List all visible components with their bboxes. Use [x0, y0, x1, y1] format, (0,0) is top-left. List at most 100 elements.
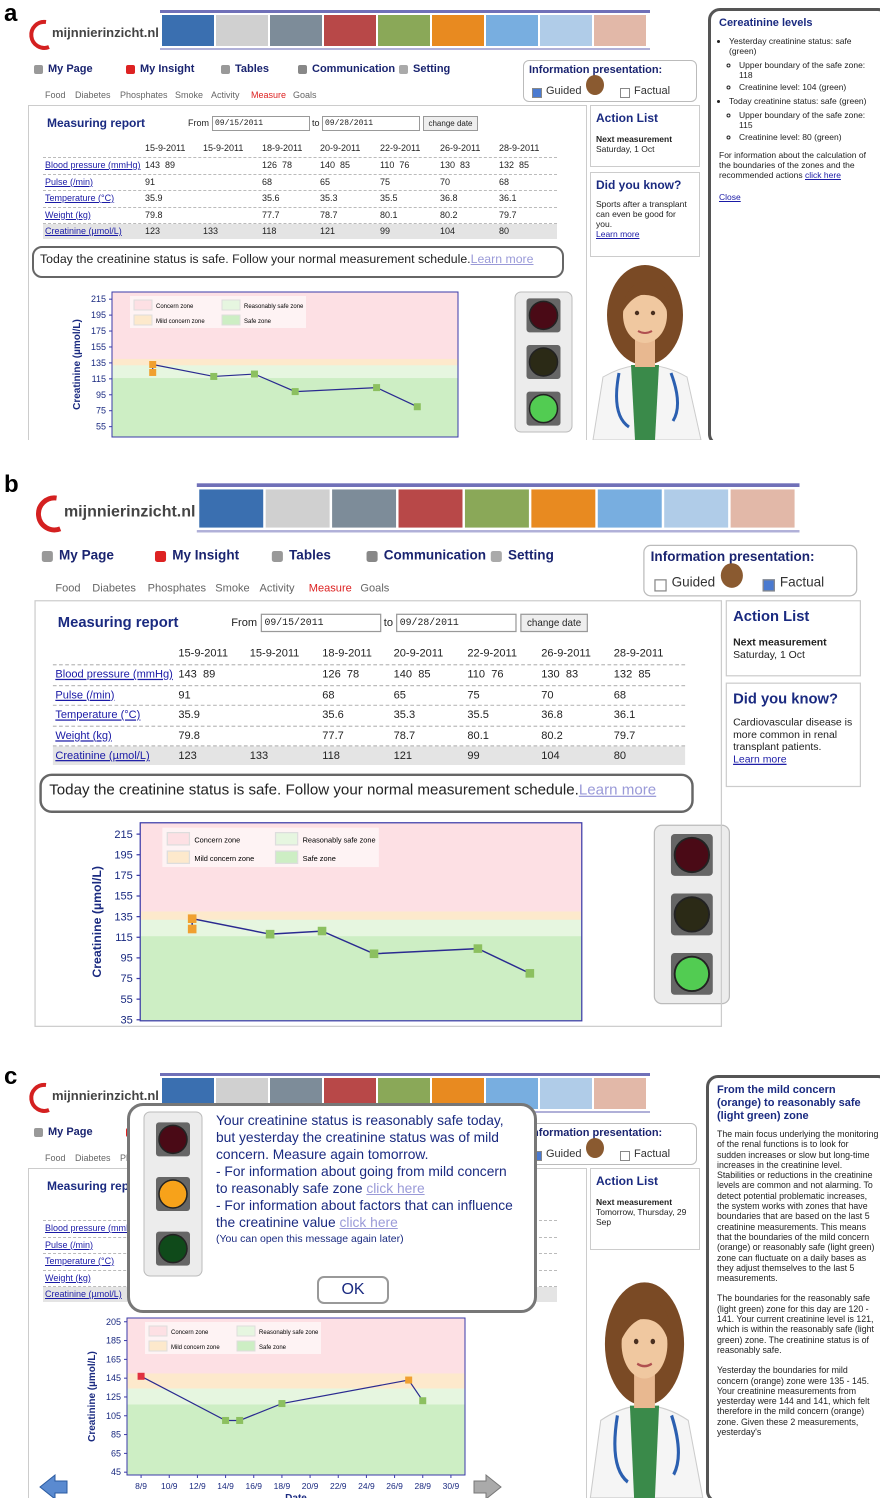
bubble-paragraph: Yesterday the boundaries for mild concer…	[717, 1365, 879, 1437]
subnav-item[interactable]: Smoke	[215, 582, 249, 594]
table-cell: 80.2	[541, 729, 563, 741]
change-date-button[interactable]: change date	[520, 614, 588, 632]
checkbox[interactable]	[763, 579, 775, 591]
checkbox[interactable]	[532, 88, 542, 98]
row-label[interactable]: Weight (kg)	[45, 210, 91, 220]
nav-item[interactable]: My Page	[48, 63, 93, 75]
row-label[interactable]: Blood pressure (mmHg)	[45, 160, 141, 170]
row-label[interactable]: Weight (kg)	[45, 1273, 91, 1283]
row-label[interactable]: Temperature (°C)	[45, 193, 114, 203]
option-label[interactable]: Guided	[546, 1148, 581, 1160]
message-link[interactable]: Learn more	[471, 252, 534, 266]
table-cell: 110 76	[467, 668, 503, 680]
column-header: 15-9-2011	[178, 647, 228, 659]
subnav-item[interactable]: Food	[45, 1153, 66, 1163]
row-separator	[43, 223, 557, 224]
tip-text: Cardiovascular disease is more common in…	[733, 716, 854, 753]
banner-photo	[324, 15, 376, 46]
banner-photo	[216, 15, 268, 46]
nav-item[interactable]: Setting	[508, 548, 554, 563]
option-label[interactable]: Factual	[634, 1148, 670, 1160]
date-input[interactable]: 09/28/2011	[322, 116, 420, 131]
table-cell: 70	[440, 177, 450, 187]
popup-link[interactable]: click here	[340, 1215, 398, 1230]
nav-item[interactable]: My Insight	[140, 63, 194, 75]
panel-letter: a	[4, 0, 17, 28]
row-label[interactable]: Temperature (°C)	[55, 708, 140, 720]
subnav-item[interactable]: Activity	[260, 582, 295, 594]
date-input[interactable]: 09/15/2011	[212, 116, 310, 131]
row-separator	[43, 190, 557, 191]
table-cell: 35.6	[322, 708, 344, 720]
panel-letter: c	[4, 1063, 17, 1091]
tip-link[interactable]: Learn more	[733, 753, 854, 765]
row-label[interactable]: Weight (kg)	[55, 729, 111, 741]
table-cell: 35.9	[145, 193, 163, 203]
nav-item[interactable]: Communication	[384, 548, 486, 563]
table-cell: 36.8	[541, 708, 563, 720]
table-cell: 79.8	[145, 210, 163, 220]
row-separator	[53, 664, 685, 665]
message-link[interactable]: Learn more	[579, 781, 656, 798]
nav-item[interactable]: Tables	[235, 63, 269, 75]
bubble-note-link[interactable]: click here	[805, 170, 841, 180]
banner-photo	[399, 489, 463, 527]
table-cell: 35.3	[394, 708, 416, 720]
row-label[interactable]: Pulse (/min)	[45, 177, 93, 187]
logo: mijnnierinzicht.nl	[64, 502, 195, 520]
subnav-item[interactable]: Phosphates	[148, 582, 206, 594]
checkbox[interactable]	[620, 1151, 630, 1161]
subnav-item[interactable]: Measure	[309, 582, 352, 594]
ok-button[interactable]: OK	[317, 1276, 389, 1304]
option-label[interactable]: Factual	[780, 576, 824, 591]
nav-item[interactable]: Tables	[289, 548, 331, 563]
change-date-button[interactable]: change date	[423, 116, 478, 131]
row-label[interactable]: Creatinine (µmol/L)	[45, 1289, 122, 1299]
subnav-item[interactable]: Food	[55, 582, 80, 594]
info-presentation: Information presentation:GuidedFactual	[523, 60, 697, 102]
table-cell: 80	[614, 749, 626, 761]
subnav-item[interactable]: Goals	[360, 582, 389, 594]
avatar-icon	[721, 563, 743, 588]
subnav-item[interactable]: Food	[45, 90, 66, 100]
nav-item[interactable]: Setting	[413, 63, 450, 75]
date-input[interactable]: 09/28/2011	[396, 614, 517, 632]
row-label[interactable]: Pulse (/min)	[55, 688, 114, 700]
popup-link[interactable]: click here	[366, 1181, 424, 1196]
nav-item[interactable]: My Page	[59, 548, 114, 563]
info-title: Information presentation:	[651, 550, 815, 565]
subnav-item[interactable]: Diabetes	[92, 582, 136, 594]
option-label[interactable]: Guided	[546, 85, 581, 97]
header-rule	[197, 530, 800, 532]
subnav-item[interactable]: Activity	[211, 90, 240, 100]
subnav-item[interactable]: Smoke	[175, 90, 203, 100]
column-header: 20-9-2011	[394, 647, 444, 659]
date-input[interactable]: 09/15/2011	[261, 614, 382, 632]
next-label: Next measurement	[733, 636, 854, 648]
row-label[interactable]: Creatinine (µmol/L)	[55, 749, 149, 761]
subnav-item[interactable]: Phosphates	[120, 90, 168, 100]
row-label[interactable]: Pulse (/min)	[45, 1240, 93, 1250]
row-label[interactable]: Creatinine (µmol/L)	[45, 226, 122, 236]
row-label[interactable]: Blood pressure (mmHg)	[55, 668, 173, 680]
tip-link[interactable]: Learn more	[596, 229, 694, 239]
subnav-item[interactable]: Measure	[251, 90, 286, 100]
bubble-note: For information about the calculation of…	[719, 150, 879, 180]
nav-item[interactable]: My Insight	[172, 548, 239, 563]
close-link[interactable]: Close	[719, 192, 879, 202]
option-label[interactable]: Guided	[672, 576, 716, 591]
panel-content: Concern zoneMild concern zoneReasonably …	[0, 0, 880, 440]
checkbox[interactable]	[620, 88, 630, 98]
checkbox[interactable]	[654, 579, 666, 591]
row-label[interactable]: Temperature (°C)	[45, 1256, 114, 1266]
banner-photo	[486, 15, 538, 46]
subnav-item[interactable]: Diabetes	[75, 1153, 111, 1163]
table-cell: 78.7	[320, 210, 338, 220]
subnav-item[interactable]: Goals	[293, 90, 317, 100]
nav-item[interactable]: My Page	[48, 1126, 93, 1138]
subnav-item[interactable]: Diabetes	[75, 90, 111, 100]
banner-photo	[594, 15, 646, 46]
option-label[interactable]: Factual	[634, 85, 670, 97]
table-cell: 35.9	[178, 708, 200, 720]
nav-item[interactable]: Communication	[312, 63, 395, 75]
